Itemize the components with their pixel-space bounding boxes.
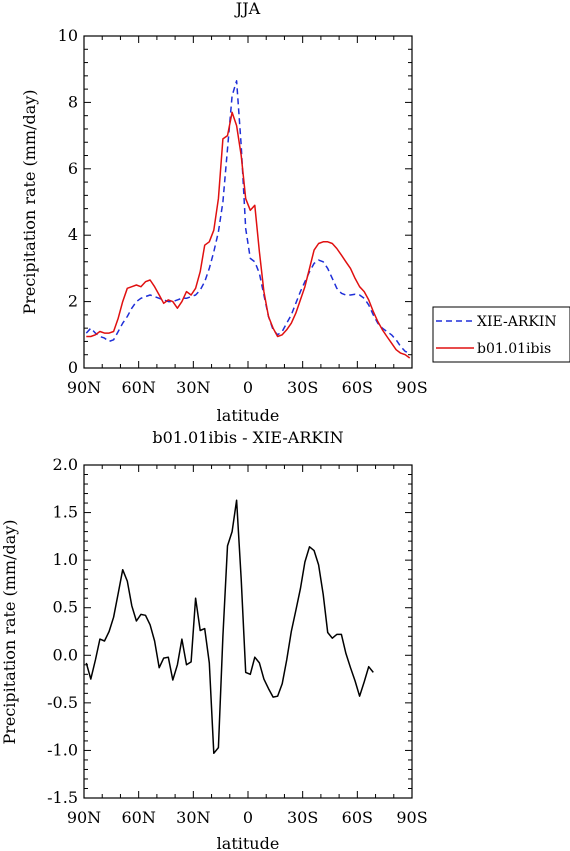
top-chart: JJA Precipitation rate (mm/day) latitude… [20, 0, 428, 425]
bottom-y-tick-label: 2.0 [53, 455, 78, 474]
top-chart-ylabel: Precipitation rate (mm/day) [20, 89, 39, 314]
top-y-tick-label: 0 [68, 358, 78, 377]
top-x-tick-label: 90S [396, 378, 427, 397]
top-x-tick-label: 0 [243, 378, 253, 397]
bottom-y-tick-label: 1.0 [53, 550, 78, 569]
legend-box [432, 306, 570, 363]
bottom-x-tick-label: 0 [243, 808, 253, 827]
legend-label-b01-01ibis: b01.01ibis [477, 341, 551, 357]
bottom-x-tick-label: 90S [396, 808, 427, 827]
bottom-chart: b01.01ibis - XIE-ARKIN Precipitation rat… [0, 428, 428, 851]
bottom-x-tick-label: 60S [342, 808, 373, 827]
bottom-chart-tick-labels: 90N 60N 30N 0 30S 60S 90S -1.5 -1.0 -0.5 0.0 0.5 1.0… [47, 455, 428, 827]
bottom-chart-ylabel: Precipitation rate (mm/day) [0, 519, 19, 744]
top-y-tick-label: 6 [68, 159, 78, 178]
top-x-tick-label: 30N [176, 378, 210, 397]
top-series-line-b01-01ibis [86, 111, 411, 359]
bottom-chart-title: b01.01ibis - XIE-ARKIN [152, 428, 343, 447]
bottom-x-tick-label: 30S [287, 808, 318, 827]
top-plot-frame [83, 35, 413, 369]
top-x-tick-label: 60N [121, 378, 155, 397]
bottom-y-tick-label: 1.5 [53, 503, 78, 522]
top-chart-tick-labels: 90N 60N 30N 0 30S 60S 90S 0 2 4 6 8 10 [58, 26, 428, 397]
legend: XIE-ARKIN b01.01ibis [432, 306, 570, 363]
top-y-tick-label: 10 [58, 26, 78, 45]
bottom-chart-axes [83, 464, 413, 799]
bottom-series-line-difference [85, 499, 374, 755]
bottom-plot-frame [83, 464, 413, 799]
bottom-y-tick-label: -1.5 [47, 788, 78, 807]
bottom-y-tick-label: -0.5 [47, 693, 78, 712]
bottom-chart-series [85, 499, 374, 755]
bottom-y-tick-label: -1.0 [47, 740, 78, 759]
top-chart-axes [83, 35, 413, 369]
top-x-tick-label: 60S [342, 378, 373, 397]
top-series-line-xie-arkin [85, 80, 410, 354]
top-y-tick-label: 2 [68, 292, 78, 311]
top-y-tick-label: 4 [68, 225, 78, 244]
top-x-tick-label: 30S [287, 378, 318, 397]
top-y-tick-label: 8 [68, 92, 78, 111]
top-x-tick-label: 90N [67, 378, 101, 397]
legend-label-xie-arkin: XIE-ARKIN [477, 314, 557, 330]
bottom-chart-xlabel: latitude [217, 834, 280, 851]
bottom-x-tick-label: 30N [176, 808, 210, 827]
top-chart-title: JJA [234, 0, 261, 18]
bottom-y-tick-label: 0.5 [53, 598, 78, 617]
bottom-x-tick-label: 90N [67, 808, 101, 827]
top-chart-series [85, 80, 411, 359]
top-chart-xlabel: latitude [217, 406, 280, 425]
bottom-y-tick-label: 0.0 [53, 645, 78, 664]
bottom-x-tick-label: 60N [121, 808, 155, 827]
